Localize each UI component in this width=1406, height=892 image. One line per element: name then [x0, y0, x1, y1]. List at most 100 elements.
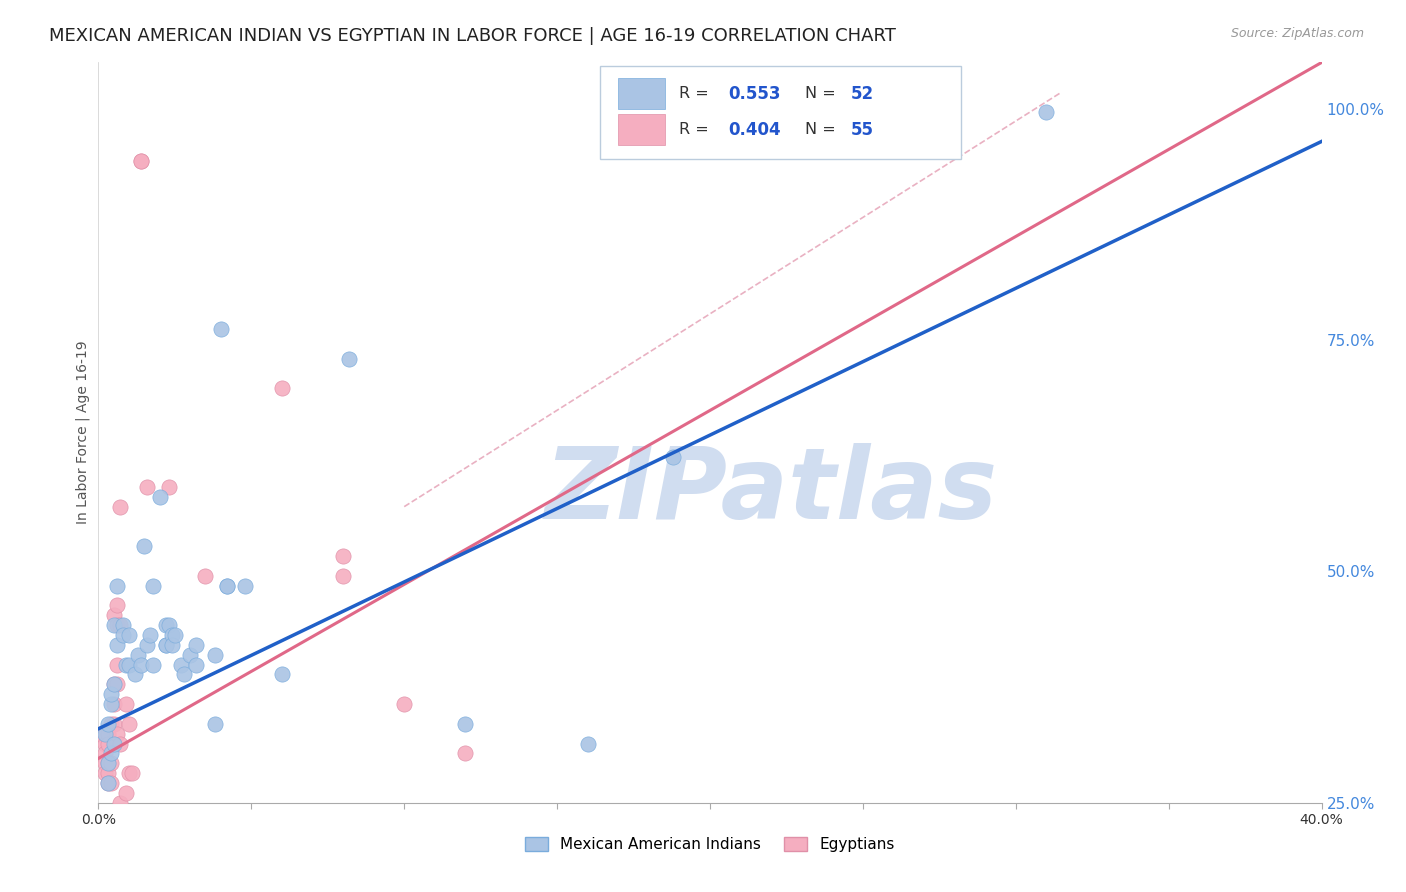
- Point: [160, 638, 183, 652]
- Text: N =: N =: [806, 122, 841, 137]
- Point: [97, 737, 120, 751]
- Point: [136, 638, 159, 652]
- Point: [155, 618, 177, 632]
- Point: [111, 618, 134, 632]
- Point: [103, 697, 125, 711]
- FancyBboxPatch shape: [600, 66, 960, 159]
- Point: [93, 766, 115, 780]
- FancyBboxPatch shape: [619, 78, 665, 109]
- Point: [332, 549, 354, 563]
- Point: [215, 579, 238, 593]
- Point: [103, 618, 125, 632]
- Point: [105, 677, 128, 691]
- Point: [129, 154, 152, 169]
- Point: [1035, 104, 1057, 119]
- Point: [103, 677, 125, 691]
- Point: [129, 154, 152, 169]
- Point: [97, 727, 120, 741]
- Point: [270, 667, 292, 681]
- Point: [155, 638, 177, 652]
- Point: [118, 766, 141, 780]
- Point: [121, 766, 143, 780]
- Y-axis label: In Labor Force | Age 16-19: In Labor Force | Age 16-19: [76, 341, 90, 524]
- Point: [454, 716, 477, 731]
- Point: [157, 618, 180, 632]
- Point: [93, 737, 115, 751]
- Text: MEXICAN AMERICAN INDIAN VS EGYPTIAN IN LABOR FORCE | AGE 16-19 CORRELATION CHART: MEXICAN AMERICAN INDIAN VS EGYPTIAN IN L…: [49, 27, 896, 45]
- Point: [100, 687, 122, 701]
- Text: 0.404: 0.404: [728, 120, 780, 139]
- Point: [93, 747, 115, 761]
- Point: [105, 638, 128, 652]
- Point: [108, 618, 131, 632]
- Point: [118, 628, 141, 642]
- Point: [149, 490, 172, 504]
- Point: [105, 657, 128, 672]
- Text: R =: R =: [679, 122, 714, 137]
- Point: [163, 628, 186, 642]
- Point: [105, 599, 128, 613]
- Point: [155, 638, 177, 652]
- Point: [100, 756, 122, 771]
- Point: [115, 697, 138, 711]
- Point: [576, 737, 599, 751]
- Point: [105, 618, 128, 632]
- Point: [103, 737, 125, 751]
- Point: [97, 756, 120, 771]
- Point: [118, 657, 141, 672]
- Point: [103, 677, 125, 691]
- Point: [209, 322, 232, 336]
- Point: [136, 480, 159, 494]
- Point: [194, 568, 217, 582]
- Point: [105, 727, 128, 741]
- Point: [142, 579, 165, 593]
- Point: [215, 579, 238, 593]
- Point: [100, 716, 122, 731]
- Point: [142, 657, 165, 672]
- Point: [108, 500, 131, 514]
- Point: [179, 648, 201, 662]
- Point: [118, 716, 141, 731]
- Point: [115, 786, 138, 800]
- Point: [124, 667, 146, 681]
- Point: [186, 657, 208, 672]
- Point: [93, 756, 115, 771]
- Point: [134, 539, 156, 553]
- Point: [103, 716, 125, 731]
- Point: [103, 608, 125, 623]
- Point: [93, 727, 115, 741]
- Point: [662, 450, 685, 465]
- Point: [127, 648, 149, 662]
- Point: [173, 667, 195, 681]
- Point: [204, 648, 226, 662]
- Point: [204, 716, 226, 731]
- Point: [97, 776, 120, 790]
- Point: [100, 747, 122, 761]
- Point: [270, 381, 292, 395]
- Text: Source: ZipAtlas.com: Source: ZipAtlas.com: [1230, 27, 1364, 40]
- Point: [115, 657, 138, 672]
- Point: [160, 628, 183, 642]
- Point: [100, 815, 122, 830]
- Point: [111, 628, 134, 642]
- Point: [100, 697, 122, 711]
- Text: N =: N =: [806, 86, 841, 101]
- Point: [170, 657, 193, 672]
- Point: [233, 579, 256, 593]
- Point: [108, 825, 131, 839]
- Point: [105, 579, 128, 593]
- Point: [454, 747, 477, 761]
- Text: ZIPatlas: ZIPatlas: [544, 443, 998, 541]
- Point: [97, 756, 120, 771]
- Point: [129, 657, 152, 672]
- Point: [332, 568, 354, 582]
- Text: R =: R =: [679, 86, 714, 101]
- Point: [139, 628, 162, 642]
- Point: [186, 638, 208, 652]
- Point: [100, 776, 122, 790]
- Point: [108, 737, 131, 751]
- Point: [124, 805, 146, 820]
- Point: [108, 796, 131, 810]
- Point: [392, 697, 416, 711]
- Point: [108, 825, 131, 839]
